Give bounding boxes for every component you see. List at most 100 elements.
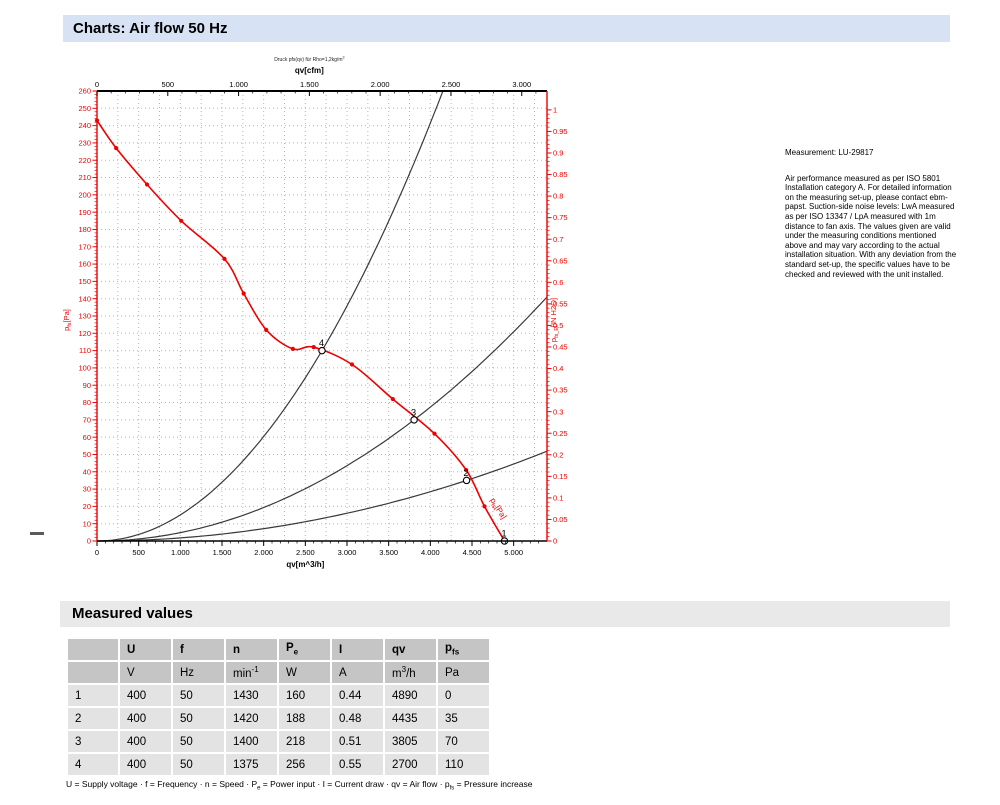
svg-text:5.000: 5.000	[504, 548, 523, 557]
table-cell: 0	[438, 685, 489, 706]
column-unit: W	[279, 662, 330, 683]
column-unit: Pa	[438, 662, 489, 683]
svg-text:0: 0	[553, 537, 557, 546]
svg-text:100: 100	[78, 364, 91, 373]
svg-text:0.4: 0.4	[553, 364, 563, 373]
table-cell: 1375	[226, 754, 277, 775]
svg-text:0: 0	[87, 537, 91, 546]
svg-text:4.500: 4.500	[463, 548, 482, 557]
svg-text:0: 0	[95, 80, 99, 89]
svg-text:1.000: 1.000	[229, 80, 248, 89]
table-cell: 1430	[226, 685, 277, 706]
column-header: I	[332, 639, 383, 660]
column-unit: min-1	[226, 662, 277, 683]
table-cell: 400	[120, 754, 171, 775]
svg-text:4: 4	[319, 338, 324, 349]
svg-text:160: 160	[78, 260, 91, 269]
table-cell: 160	[279, 685, 330, 706]
svg-text:3.500: 3.500	[379, 548, 398, 557]
column-header: pfs	[438, 639, 489, 660]
table-cell: 400	[120, 685, 171, 706]
svg-text:pfs​[Pa]: pfs​[Pa]	[62, 309, 73, 331]
table-cell: 0.48	[332, 708, 383, 729]
svg-text:0.05: 0.05	[553, 515, 568, 524]
table-cell: 1400	[226, 731, 277, 752]
svg-text:3.000: 3.000	[512, 80, 531, 89]
svg-text:0.3: 0.3	[553, 407, 563, 416]
table-row: 3 400 50 1400 218 0.51 3805 70	[68, 731, 489, 752]
table-cell: 1	[68, 685, 118, 706]
svg-text:200: 200	[78, 190, 91, 199]
svg-text:0.65: 0.65	[553, 256, 568, 265]
svg-text:140: 140	[78, 294, 91, 303]
column-header: U	[120, 639, 171, 660]
table-cell: 50	[173, 731, 224, 752]
svg-text:500: 500	[132, 548, 145, 557]
svg-text:0.15: 0.15	[553, 472, 568, 481]
svg-text:1.000: 1.000	[171, 548, 190, 557]
table-cell: 0.51	[332, 731, 383, 752]
svg-text:qv[m^3/h]: qv[m^3/h]	[286, 560, 324, 569]
svg-text:500: 500	[162, 80, 175, 89]
svg-text:0.45: 0.45	[553, 343, 568, 352]
svg-text:50: 50	[83, 450, 91, 459]
svg-text:0.2: 0.2	[553, 450, 563, 459]
table-row: 1 400 50 1430 160 0.44 4890 0	[68, 685, 489, 706]
svg-text:220: 220	[78, 156, 91, 165]
svg-text:0.35: 0.35	[553, 386, 568, 395]
table-row: 2 400 50 1420 188 0.48 4435 35	[68, 708, 489, 729]
table-cell: 110	[438, 754, 489, 775]
table-cell: 3805	[385, 731, 436, 752]
table-cell: 70	[438, 731, 489, 752]
column-header: n	[226, 639, 277, 660]
svg-text:0.7: 0.7	[553, 235, 563, 244]
svg-text:190: 190	[78, 208, 91, 217]
svg-text:110: 110	[79, 346, 91, 355]
measurement-id: Measurement: LU-29817	[785, 148, 874, 157]
table-cell: 35	[438, 708, 489, 729]
svg-text:250: 250	[78, 104, 91, 113]
svg-text:240: 240	[78, 121, 91, 130]
table-cell: 50	[173, 754, 224, 775]
table-cell: 2	[68, 708, 118, 729]
svg-text:3.000: 3.000	[338, 548, 357, 557]
page-title: Charts: Air flow 50 Hz	[63, 15, 950, 42]
svg-text:170: 170	[78, 242, 91, 251]
table-cell: 2700	[385, 754, 436, 775]
svg-text:0.8: 0.8	[553, 192, 563, 201]
svg-text:40: 40	[83, 467, 91, 476]
svg-text:10: 10	[83, 519, 91, 528]
table-cell: 50	[173, 685, 224, 706]
svg-text:120: 120	[78, 329, 91, 338]
table-cell: 3	[68, 731, 118, 752]
svg-text:0.85: 0.85	[553, 170, 568, 179]
column-unit: m3/h	[385, 662, 436, 683]
svg-text:210: 210	[78, 173, 91, 182]
column-unit	[68, 662, 118, 683]
svg-text:4.000: 4.000	[421, 548, 440, 557]
svg-text:Druck pfs(qv) für Rho=1,2kg/m3: Druck pfs(qv) für Rho=1,2kg/m3​	[274, 56, 344, 63]
svg-text:90: 90	[83, 381, 91, 390]
svg-text:70: 70	[83, 415, 91, 424]
svg-text:1.500: 1.500	[213, 548, 232, 557]
svg-text:2.000: 2.000	[371, 80, 390, 89]
svg-text:230: 230	[78, 139, 91, 148]
table-cell: 188	[279, 708, 330, 729]
table-cell: 4435	[385, 708, 436, 729]
svg-text:qv[cfm]: qv[cfm]	[295, 66, 324, 75]
table-cell: 4890	[385, 685, 436, 706]
svg-text:0.95: 0.95	[553, 127, 568, 136]
column-unit: A	[332, 662, 383, 683]
svg-text:30: 30	[83, 485, 91, 494]
table-cell: 400	[120, 708, 171, 729]
svg-text:pfs​[Pa]: pfs​[Pa]	[487, 496, 508, 521]
column-unit: V	[120, 662, 171, 683]
table-cell: 50	[173, 708, 224, 729]
svg-text:0.9: 0.9	[553, 149, 563, 158]
table-cell: 218	[279, 731, 330, 752]
